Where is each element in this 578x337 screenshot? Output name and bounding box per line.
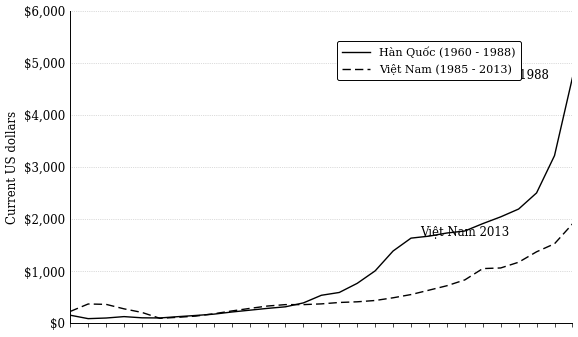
Việt Nam (1985 - 2013) bbox=[192, 314, 199, 318]
Việt Nam (1985 - 2013) bbox=[425, 288, 432, 292]
Việt Nam (1985 - 2013) bbox=[443, 284, 450, 288]
Việt Nam (1985 - 2013) bbox=[246, 306, 253, 310]
Hàn Quốc (1960 - 1988) bbox=[479, 222, 486, 226]
Hàn Quốc (1960 - 1988) bbox=[533, 191, 540, 195]
Hàn Quốc (1960 - 1988) bbox=[85, 317, 92, 321]
Việt Nam (1985 - 2013) bbox=[157, 316, 164, 320]
Việt Nam (1985 - 2013) bbox=[300, 303, 307, 307]
Việt Nam (1985 - 2013) bbox=[175, 315, 181, 319]
Việt Nam (1985 - 2013) bbox=[318, 302, 325, 306]
Việt Nam (1985 - 2013) bbox=[407, 293, 414, 297]
Việt Nam (1985 - 2013) bbox=[497, 266, 504, 270]
Hàn Quốc (1960 - 1988) bbox=[407, 236, 414, 240]
Việt Nam (1985 - 2013) bbox=[515, 260, 522, 264]
Line: Việt Nam (1985 - 2013): Việt Nam (1985 - 2013) bbox=[70, 224, 572, 318]
Hàn Quốc (1960 - 1988) bbox=[282, 305, 289, 309]
Text: Việt Nam 2013: Việt Nam 2013 bbox=[420, 226, 509, 239]
Việt Nam (1985 - 2013) bbox=[390, 296, 397, 300]
Việt Nam (1985 - 2013) bbox=[479, 267, 486, 271]
Hàn Quốc (1960 - 1988) bbox=[497, 215, 504, 219]
Việt Nam (1985 - 2013) bbox=[551, 242, 558, 246]
Việt Nam (1985 - 2013) bbox=[121, 307, 128, 311]
Hàn Quốc (1960 - 1988) bbox=[121, 315, 128, 319]
Việt Nam (1985 - 2013) bbox=[85, 302, 92, 306]
Hàn Quốc (1960 - 1988) bbox=[318, 293, 325, 297]
Hàn Quốc (1960 - 1988) bbox=[461, 229, 468, 233]
Hàn Quốc (1960 - 1988) bbox=[103, 316, 110, 320]
Hàn Quốc (1960 - 1988) bbox=[157, 316, 164, 320]
Hàn Quốc (1960 - 1988) bbox=[264, 306, 271, 310]
Việt Nam (1985 - 2013) bbox=[569, 222, 576, 226]
Việt Nam (1985 - 2013) bbox=[461, 278, 468, 282]
Việt Nam (1985 - 2013) bbox=[282, 303, 289, 307]
Hàn Quốc (1960 - 1988) bbox=[551, 154, 558, 158]
Hàn Quốc (1960 - 1988) bbox=[139, 316, 146, 320]
Y-axis label: Current US dollars: Current US dollars bbox=[6, 111, 18, 223]
Hàn Quốc (1960 - 1988) bbox=[246, 308, 253, 312]
Hàn Quốc (1960 - 1988) bbox=[175, 315, 181, 319]
Hàn Quốc (1960 - 1988) bbox=[515, 207, 522, 211]
Việt Nam (1985 - 2013) bbox=[354, 300, 361, 304]
Hàn Quốc (1960 - 1988) bbox=[66, 313, 73, 317]
Hàn Quốc (1960 - 1988) bbox=[228, 310, 235, 314]
Hàn Quốc (1960 - 1988) bbox=[569, 75, 576, 80]
Việt Nam (1985 - 2013) bbox=[210, 312, 217, 316]
Hàn Quốc (1960 - 1988) bbox=[336, 290, 343, 295]
Việt Nam (1985 - 2013) bbox=[372, 299, 379, 303]
Việt Nam (1985 - 2013) bbox=[228, 309, 235, 313]
Hàn Quốc (1960 - 1988) bbox=[210, 312, 217, 316]
Việt Nam (1985 - 2013) bbox=[139, 310, 146, 314]
Việt Nam (1985 - 2013) bbox=[336, 301, 343, 305]
Hàn Quốc (1960 - 1988) bbox=[425, 234, 432, 238]
Legend: Hàn Quốc (1960 - 1988), Việt Nam (1985 - 2013): Hàn Quốc (1960 - 1988), Việt Nam (1985 -… bbox=[337, 41, 521, 80]
Line: Hàn Quốc (1960 - 1988): Hàn Quốc (1960 - 1988) bbox=[70, 78, 572, 319]
Việt Nam (1985 - 2013) bbox=[264, 304, 271, 308]
Hàn Quốc (1960 - 1988) bbox=[300, 301, 307, 305]
Việt Nam (1985 - 2013) bbox=[103, 302, 110, 306]
Hàn Quốc (1960 - 1988) bbox=[192, 313, 199, 317]
Hàn Quốc (1960 - 1988) bbox=[354, 281, 361, 285]
Hàn Quốc (1960 - 1988) bbox=[372, 269, 379, 273]
Text: Hàn Quốc 1988: Hàn Quốc 1988 bbox=[456, 69, 549, 82]
Việt Nam (1985 - 2013) bbox=[66, 309, 73, 313]
Hàn Quốc (1960 - 1988) bbox=[390, 249, 397, 253]
Việt Nam (1985 - 2013) bbox=[533, 250, 540, 254]
Hàn Quốc (1960 - 1988) bbox=[443, 231, 450, 235]
